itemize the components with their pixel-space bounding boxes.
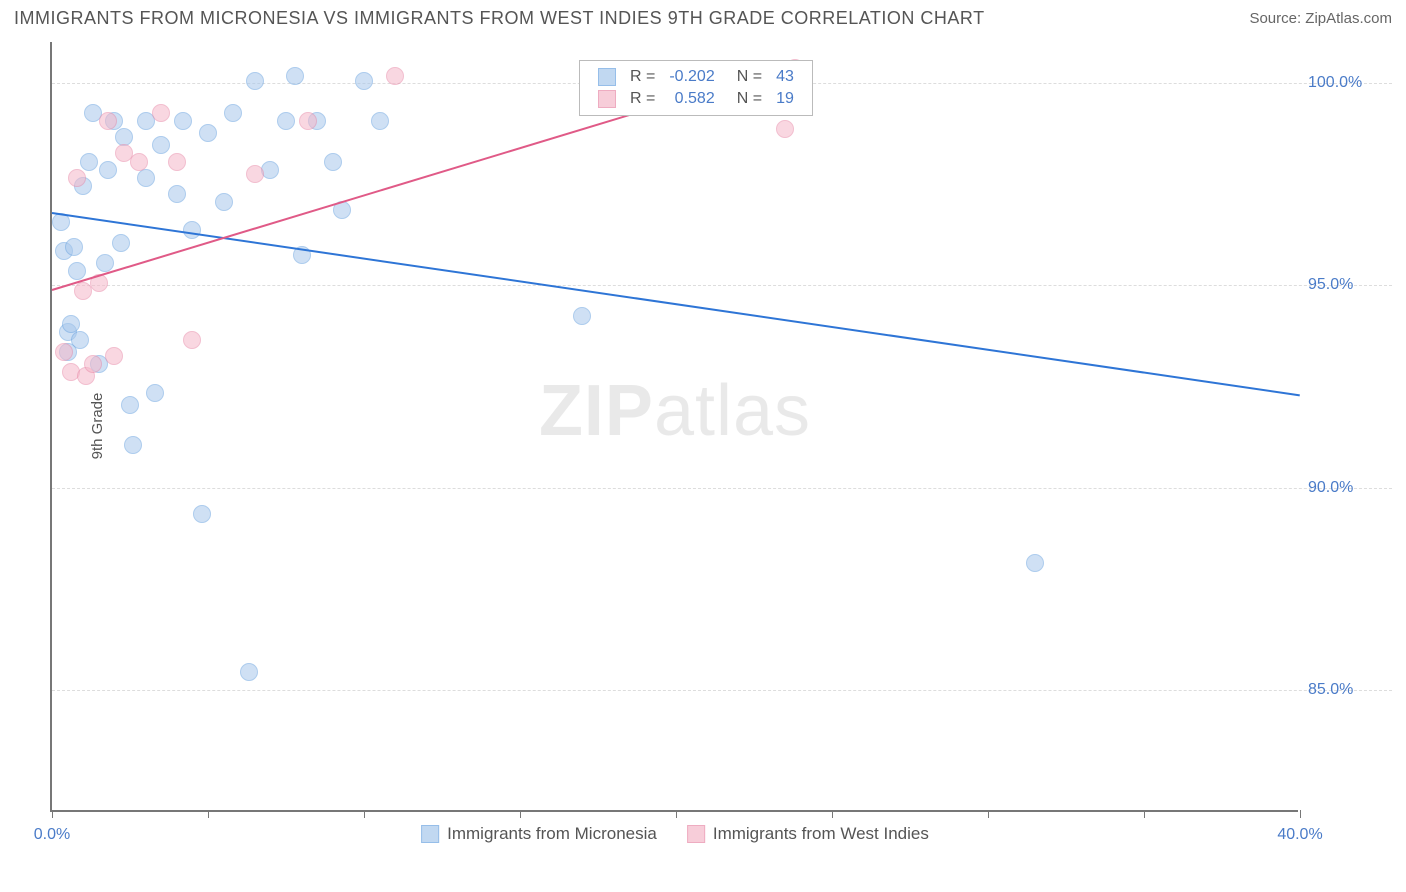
data-point: [199, 124, 217, 142]
x-tick: [988, 810, 989, 818]
data-point: [55, 343, 73, 361]
x-tick: [1144, 810, 1145, 818]
data-point: [224, 104, 242, 122]
legend-swatch: [687, 825, 705, 843]
data-point: [112, 234, 130, 252]
x-tick: [208, 810, 209, 818]
data-point: [137, 169, 155, 187]
x-tick-label: 40.0%: [1277, 826, 1322, 844]
data-point: [96, 254, 114, 272]
legend-r-label: R =: [624, 67, 661, 87]
y-tick-label: 90.0%: [1308, 479, 1388, 497]
correlation-legend: R =-0.202N =43 R =0.582N =19: [579, 60, 813, 116]
data-point: [84, 355, 102, 373]
data-point: [183, 221, 201, 239]
watermark-part-a: ZIP: [539, 371, 654, 451]
x-tick-label: 0.0%: [34, 826, 70, 844]
trend-line: [52, 212, 1300, 396]
legend-r-value: -0.202: [663, 67, 720, 87]
legend-n-label: N =: [723, 89, 768, 109]
data-point: [246, 165, 264, 183]
legend-series-name: Immigrants from Micronesia: [447, 824, 657, 844]
chart-title: IMMIGRANTS FROM MICRONESIA VS IMMIGRANTS…: [14, 8, 985, 29]
data-point: [130, 153, 148, 171]
legend-swatch: [598, 90, 616, 108]
legend-swatch: [421, 825, 439, 843]
data-point: [146, 384, 164, 402]
data-point: [80, 153, 98, 171]
data-point: [371, 112, 389, 130]
grid-line: [52, 690, 1392, 691]
chart-plot-area: 9th Grade ZIPatlas 85.0%90.0%95.0%100.0%…: [50, 42, 1298, 812]
source-label: Source: ZipAtlas.com: [1249, 10, 1392, 27]
data-point: [121, 396, 139, 414]
data-point: [99, 112, 117, 130]
x-tick: [1300, 810, 1301, 818]
watermark: ZIPatlas: [539, 370, 811, 452]
legend-r-value: 0.582: [663, 89, 720, 109]
legend-item: Immigrants from Micronesia: [421, 824, 657, 844]
data-point: [386, 67, 404, 85]
legend-r-label: R =: [624, 89, 661, 109]
data-point: [68, 169, 86, 187]
legend-series-name: Immigrants from West Indies: [713, 824, 929, 844]
data-point: [65, 238, 83, 256]
data-point: [193, 505, 211, 523]
legend-n-label: N =: [723, 67, 768, 87]
watermark-part-b: atlas: [654, 371, 811, 451]
data-point: [68, 262, 86, 280]
legend-n-value: 19: [770, 89, 800, 109]
data-point: [174, 112, 192, 130]
data-point: [286, 67, 304, 85]
x-tick: [676, 810, 677, 818]
data-point: [168, 185, 186, 203]
data-point: [124, 436, 142, 454]
grid-line: [52, 285, 1392, 286]
x-tick: [364, 810, 365, 818]
y-tick-label: 85.0%: [1308, 681, 1388, 699]
data-point: [355, 72, 373, 90]
data-point: [776, 120, 794, 138]
data-point: [152, 136, 170, 154]
legend-swatch: [598, 68, 616, 86]
series-legend: Immigrants from Micronesia Immigrants fro…: [421, 824, 929, 844]
x-tick: [52, 810, 53, 818]
grid-line: [52, 488, 1392, 489]
y-tick-label: 100.0%: [1308, 74, 1388, 92]
legend-item: Immigrants from West Indies: [687, 824, 929, 844]
data-point: [261, 161, 279, 179]
data-point: [183, 331, 201, 349]
data-point: [105, 347, 123, 365]
x-tick: [832, 810, 833, 818]
data-point: [168, 153, 186, 171]
data-point: [246, 72, 264, 90]
x-tick: [520, 810, 521, 818]
data-point: [71, 331, 89, 349]
data-point: [324, 153, 342, 171]
data-point: [299, 112, 317, 130]
data-point: [277, 112, 295, 130]
y-tick-label: 95.0%: [1308, 276, 1388, 294]
data-point: [573, 307, 591, 325]
legend-n-value: 43: [770, 67, 800, 87]
y-axis-label: 9th Grade: [89, 393, 106, 460]
data-point: [99, 161, 117, 179]
data-point: [1026, 554, 1044, 572]
data-point: [62, 315, 80, 333]
data-point: [240, 663, 258, 681]
data-point: [152, 104, 170, 122]
data-point: [215, 193, 233, 211]
